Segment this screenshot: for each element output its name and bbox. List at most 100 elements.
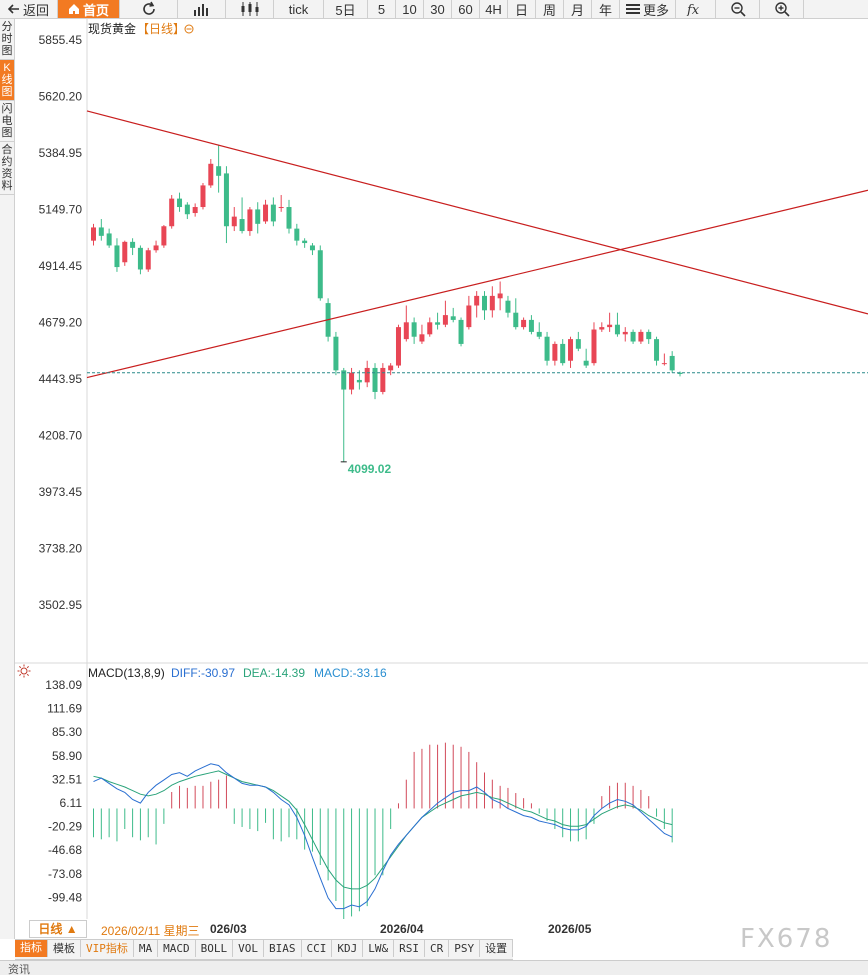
tab-cr[interactable]: CR	[425, 940, 450, 957]
toolbar-btn-10-button[interactable]: 10	[396, 0, 424, 18]
candle-body	[286, 207, 292, 229]
candle-body	[638, 331, 644, 342]
tab-ma[interactable]: MA	[134, 940, 159, 957]
macd-settings-icon	[17, 664, 31, 678]
candle-body	[317, 250, 323, 299]
macd-title: MACD(13,8,9)	[88, 666, 165, 680]
candle-body	[450, 316, 456, 320]
tab-kdj[interactable]: KDJ	[332, 940, 364, 957]
tab-indicator[interactable]: 指标	[15, 940, 48, 957]
candle-body	[309, 245, 315, 251]
tab-vip-indicator[interactable]: VIP指标	[81, 940, 134, 957]
toolbar-home-button[interactable]: 首页	[58, 0, 120, 18]
cursor-date: 2026/02/11 星期三	[101, 924, 200, 938]
settings-circle-icon	[184, 24, 194, 34]
toolbar-label: 4H	[485, 1, 502, 17]
tab-boll[interactable]: BOLL	[196, 940, 234, 957]
candle-body	[333, 336, 339, 371]
zoom-out-icon	[730, 1, 746, 17]
tab-bias[interactable]: BIAS	[264, 940, 302, 957]
period-selector[interactable]: 日线 ▲	[29, 920, 87, 938]
candle-body	[630, 331, 636, 342]
price-tick-label: 5149.70	[39, 203, 83, 217]
toolbar-btn-5日-button[interactable]: 5日	[324, 0, 368, 18]
toolbar-back-arrow-button[interactable]: 返回	[0, 0, 58, 18]
left-view-tabs: 分时图 K线图 闪电图 合约资料	[0, 19, 15, 939]
price-tick-label: 3973.45	[39, 485, 83, 499]
candle-body	[137, 247, 143, 270]
toolbar-zoom-in-button[interactable]	[760, 0, 804, 18]
price-tick-label: 4914.45	[39, 259, 83, 273]
left-tab-2[interactable]: 闪电图	[0, 101, 14, 142]
candle-body	[270, 204, 276, 222]
candle-body	[568, 339, 574, 361]
candle-body	[177, 198, 183, 208]
kline-chart[interactable]: 5855.45 5620.20 5384.95 5149.70 4914.45 4679.…	[15, 19, 868, 919]
svg-text:fx: fx	[686, 3, 700, 16]
candle-body	[216, 166, 222, 176]
left-tab-3[interactable]: 合约资料	[0, 142, 14, 195]
candle-body	[497, 293, 503, 299]
toolbar-btn-4H-button[interactable]: 4H	[480, 0, 508, 18]
toolbar-btn-tick-button[interactable]: tick	[274, 0, 324, 18]
toolbar-btn-月-button[interactable]: 月	[564, 0, 592, 18]
candle-body	[184, 204, 190, 215]
tab-rsi[interactable]: RSI	[394, 940, 425, 957]
macd-tick-label: -20.29	[48, 820, 82, 834]
price-tick-label: 3502.95	[39, 598, 83, 612]
date-tick-1: 026/03	[210, 922, 247, 936]
candle-body	[575, 339, 581, 349]
toolbar-refresh-button[interactable]	[120, 0, 178, 18]
candle-body	[528, 319, 534, 332]
toolbar-candlestick-button[interactable]	[226, 0, 274, 18]
candle-body	[239, 219, 245, 232]
toolbar-btn-30-button[interactable]: 30	[424, 0, 452, 18]
instrument-title: 现货黄金	[88, 21, 136, 36]
toolbar-zoom-out-button[interactable]	[716, 0, 760, 18]
left-tab-1[interactable]: K线图	[0, 60, 14, 101]
toolbar-btn-日-button[interactable]: 日	[508, 0, 536, 18]
tab-psy[interactable]: PSY	[449, 940, 481, 957]
toolbar-btn-60-button[interactable]: 60	[452, 0, 480, 18]
toolbar-fx-button[interactable]: fx	[676, 0, 716, 18]
candle-body	[654, 339, 660, 361]
tab-vol[interactable]: VOL	[233, 940, 264, 957]
toolbar-label: 月	[570, 2, 584, 18]
toolbar: 返回 首页 tick 5日 5 10 30 60 4H 日周月年 更多 fx	[0, 0, 868, 19]
indicator-tabs: 指标 模板 VIP指标 MA MACD BOLL VOL BIAS CCI KD…	[15, 939, 514, 960]
resistance-trend-line	[86, 110, 868, 315]
toolbar-label: 返回	[22, 2, 49, 18]
macd-tick-label: 85.30	[52, 725, 82, 739]
tab-lwr[interactable]: LW&	[363, 940, 395, 957]
toolbar-btn-5-button[interactable]: 5	[368, 0, 396, 18]
candle-body	[356, 379, 362, 383]
toolbar-label: 10	[402, 1, 417, 17]
period-label: 日线 ▲	[38, 922, 78, 936]
support-trend-line	[86, 189, 868, 379]
tab-settings[interactable]: 设置	[480, 940, 514, 957]
candle-body	[591, 329, 597, 364]
candle-body	[607, 324, 613, 328]
toolbar-menu-button[interactable]: 更多	[620, 0, 676, 18]
toolbar-label: 更多	[642, 2, 669, 18]
toolbar-label: 60	[458, 1, 473, 17]
tab-template[interactable]: 模板	[48, 940, 81, 957]
candle-body	[411, 322, 417, 337]
toolbar-btn-年-button[interactable]: 年	[592, 0, 620, 18]
lower-strip: 资讯	[0, 960, 868, 976]
price-tick-label: 5855.45	[39, 33, 83, 47]
candle-body	[208, 163, 214, 186]
toolbar-bar-chart-button[interactable]	[178, 0, 226, 18]
candle-body	[341, 370, 347, 390]
left-tab-0[interactable]: 分时图	[0, 19, 14, 60]
home-icon	[68, 3, 80, 15]
toolbar-label: 30	[430, 1, 445, 17]
price-tick-label: 4679.20	[39, 316, 83, 330]
macd-tick-label: -46.68	[48, 843, 82, 857]
candle-body	[614, 324, 620, 335]
tab-macd[interactable]: MACD	[158, 940, 196, 957]
candle-body	[169, 198, 175, 227]
toolbar-btn-周-button[interactable]: 周	[536, 0, 564, 18]
tab-cci[interactable]: CCI	[302, 940, 333, 957]
candle-body	[505, 300, 511, 313]
